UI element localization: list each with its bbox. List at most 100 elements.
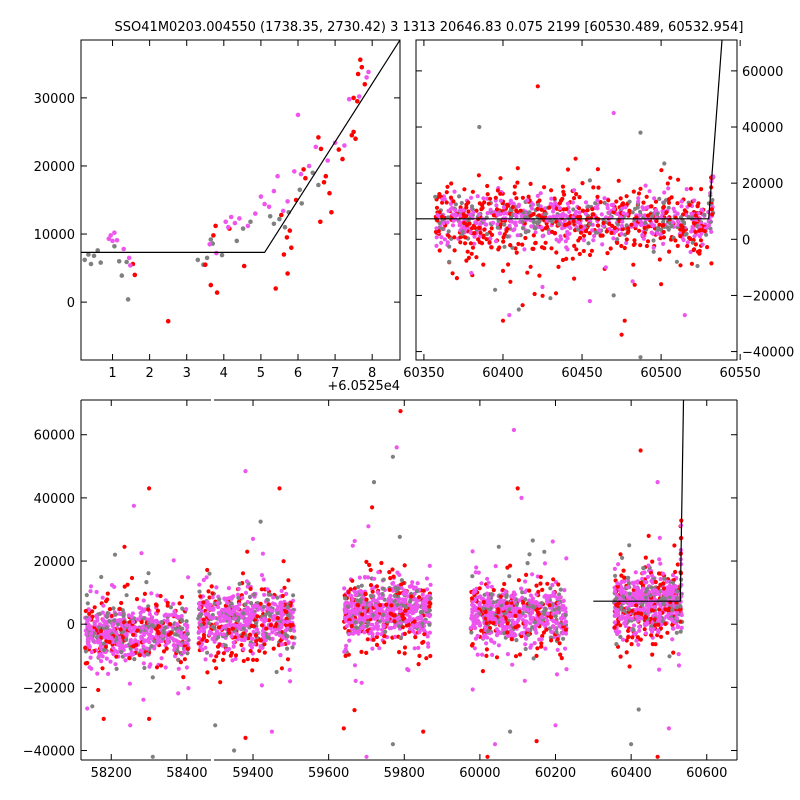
full-season-point [150,615,155,620]
full-season-point [264,626,269,631]
full-season-point [516,578,522,583]
full-season-point [155,608,161,613]
full-season-point [343,596,348,601]
recent-band-point [616,178,621,183]
recent-band-point [549,188,554,193]
full-season-point [279,588,284,594]
full-season-point [183,640,188,645]
full-season-point [533,600,539,605]
full-season-point [644,589,649,594]
full-season-point [260,551,265,556]
full-season-point [398,609,403,614]
full-season-point [284,609,289,615]
full-season-point [279,666,284,671]
full-season-point [347,593,353,598]
recent-band-point [697,234,703,239]
recent-band-point [645,213,651,218]
full-outlier-point [131,503,136,508]
full-season-point [542,561,548,566]
full-outlier-point [511,427,516,433]
full-season-point [259,683,264,688]
recent-band-point [591,185,596,190]
recent-band-point [652,196,657,201]
full-season-point [488,637,493,642]
full-season-point [145,652,150,657]
full-season-point [661,601,666,607]
recent-band-point [699,187,704,192]
full-season-point [659,596,665,601]
recent-band-point [533,240,538,245]
recent-band-point [553,201,558,206]
full-season-point [643,595,649,600]
full-season-point [634,614,639,619]
full-season-point [100,595,105,600]
full-season-point [534,653,539,659]
recent-band-point [651,249,656,254]
full-season-point [165,637,170,642]
recent-band-point [577,251,582,257]
recent-band-point [454,276,459,281]
full-season-point [500,606,506,611]
recent-band-point [593,230,598,235]
full-season-point [614,642,619,647]
recent-band-point [660,209,665,214]
full-season-point [101,647,106,653]
full-season-point [624,638,629,643]
full-season-point [491,621,496,626]
full-season-point [241,631,246,636]
zoom-point-gray [271,221,277,227]
full-season-point [90,637,95,642]
recent-band-point [468,230,473,235]
recent-band-point [491,220,496,225]
full-season-point [171,558,176,563]
full-season-point [204,611,209,616]
recent-band-point [552,196,557,201]
zoom-point-gray [91,253,97,259]
full-season-point [404,619,409,625]
recent-band-point [472,225,478,230]
recent-band-point [640,232,645,238]
full-season-point [484,621,489,626]
recent-outlier-point [572,188,577,193]
full-season-point [129,575,135,581]
full-season-point [245,549,250,554]
figure-title: SSO41M0203.004550 (1738.35, 2730.42) 3 1… [115,20,744,35]
full-season-point [674,611,679,616]
recent-band-point [502,233,507,238]
full-season-point [417,595,422,600]
zoom-point-magenta [295,112,301,118]
recent-band-point [458,240,463,245]
full-season-point [397,650,402,655]
recent-band-point [689,261,695,266]
recent-band-point [520,226,526,231]
full-season-point [560,603,565,609]
recent-band-point [688,186,694,191]
recent-band-point [607,226,612,232]
full-outlier-point [232,748,237,753]
recent-band-point [469,204,475,209]
zoom-point-red [355,71,361,77]
full-season-point [388,576,393,581]
recent-band-point [669,224,674,229]
full-season-point [468,625,473,631]
recent-band-point [516,241,521,247]
full-season-point [525,561,530,566]
full-season-point [358,597,363,602]
full-season-point [172,609,177,614]
full-season-point [221,651,226,656]
full-season-point [381,618,386,623]
full-outlier-point [421,729,426,734]
full-season-point [162,613,167,618]
full-season-point [664,593,669,598]
full-season-point [214,621,219,626]
full-season-point [352,538,357,544]
full-season-point [511,595,516,600]
full-outlier-point [112,552,118,557]
full-season-point [555,596,560,601]
recent-band-point [482,200,487,205]
full-season-point [395,602,400,608]
full-season-point [395,570,400,575]
full-season-point [197,589,202,594]
recent-band-point [448,207,453,212]
recent-band-point [624,194,629,199]
